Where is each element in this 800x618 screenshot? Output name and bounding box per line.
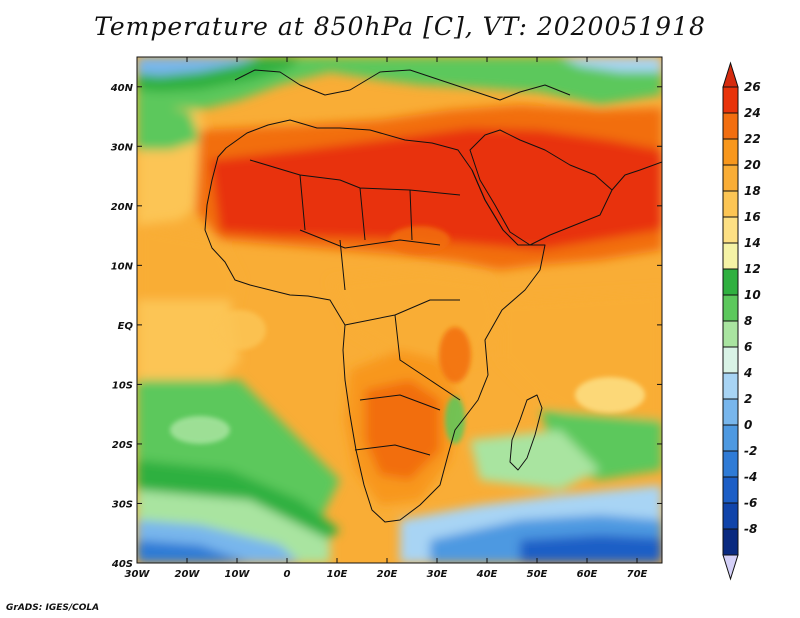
- colorbar-label: 22: [744, 132, 761, 146]
- lat-tick-label: 10N: [111, 261, 134, 272]
- colorbar-label: -4: [744, 470, 757, 484]
- colorbar-top-arrow: [722, 61, 739, 88]
- colorbar-label: 6: [744, 340, 752, 354]
- colorbar-swatch: [722, 216, 739, 244]
- colorbar-swatch: [722, 528, 739, 556]
- colorbar-label: 0: [744, 418, 752, 432]
- colorbar-label: 26: [744, 80, 761, 94]
- arabia-coastline: [469, 129, 613, 246]
- colorbar-label: 14: [744, 236, 761, 250]
- temperature-field: [137, 57, 662, 563]
- asia-coastline: [611, 161, 662, 191]
- latitude-axis: 40N 30N 20N 10N EQ 10S 20S 30S 40S: [110, 83, 662, 570]
- lon-tick-label: 10E: [327, 569, 348, 580]
- map-title: Temperature at 850hPa [C], VT: 202005191…: [94, 12, 706, 41]
- colorbar-label: 12: [744, 262, 761, 276]
- colorbar-swatch: [722, 190, 739, 218]
- europe-coastline: [234, 69, 571, 101]
- colorbar-label: 10: [744, 288, 761, 302]
- colorbar-swatch: [722, 398, 739, 426]
- colorbar-swatch: [722, 86, 739, 114]
- colorbar-label: 8: [744, 314, 752, 328]
- colorbar-swatch: [722, 242, 739, 270]
- lon-tick-label: 20W: [175, 569, 201, 580]
- colorbar-swatch: [722, 138, 739, 166]
- lat-tick-label: 40N: [110, 83, 134, 94]
- colorbar-label: 24: [744, 106, 761, 120]
- colorbar-label: 4: [743, 366, 752, 380]
- map-frame: [136, 56, 663, 564]
- lat-tick-label: 30N: [111, 142, 134, 153]
- lon-tick-label: 30W: [125, 569, 151, 580]
- lat-tick-label: 20N: [111, 202, 134, 213]
- sahara-borders: [249, 159, 461, 291]
- africa-coastline: [204, 119, 546, 523]
- lon-tick-label: 50E: [527, 569, 548, 580]
- colorbar-label: -2: [744, 444, 757, 458]
- central-borders: [344, 299, 461, 456]
- red-sea: [471, 169, 504, 231]
- lon-tick-label: 10W: [225, 569, 251, 580]
- longitude-axis: 30W 20W 10W 0 10E 20E 30E 40E 50E 60E 70E: [125, 57, 648, 580]
- colorbar-swatch: [722, 424, 739, 452]
- credit-footer: GrADS: IGES/COLA: [6, 603, 100, 613]
- lon-tick-label: 60E: [577, 569, 598, 580]
- lon-tick-label: 40E: [476, 569, 498, 580]
- colorbar-swatch: [722, 112, 739, 140]
- colorbar-swatch: [722, 320, 739, 348]
- colorbar-bottom-arrow: [722, 554, 739, 581]
- colorbar-label: 18: [744, 184, 761, 198]
- colorbar-swatch: [722, 164, 739, 192]
- lat-tick-label: 10S: [112, 380, 133, 391]
- colorbar-swatch: [722, 268, 739, 296]
- colorbar-label: -6: [744, 496, 757, 510]
- madagascar-coastline: [509, 394, 543, 471]
- colorbar-swatch: [722, 346, 739, 374]
- colorbar-label: 16: [744, 210, 761, 224]
- coastlines: [204, 69, 662, 523]
- colorbar-label: -8: [744, 522, 757, 536]
- colorbar-swatch: [722, 294, 739, 322]
- colorbar-swatch: [722, 450, 739, 478]
- lat-tick-label: EQ: [118, 321, 134, 332]
- lon-tick-label: 70E: [627, 569, 648, 580]
- lon-tick-label: 30E: [427, 569, 448, 580]
- lon-tick-label: 0: [284, 569, 291, 580]
- lon-tick-label: 20E: [377, 569, 398, 580]
- colorbar-swatch: [722, 476, 739, 504]
- colorbar-swatch: [722, 372, 739, 400]
- lat-tick-label: 20S: [112, 440, 133, 451]
- lat-tick-label: 30S: [112, 499, 133, 510]
- colorbar-label: 20: [744, 158, 761, 172]
- lat-tick-label: 40S: [111, 559, 133, 570]
- colorbar-label: 2: [744, 392, 752, 406]
- colorbar-swatch: [722, 502, 739, 530]
